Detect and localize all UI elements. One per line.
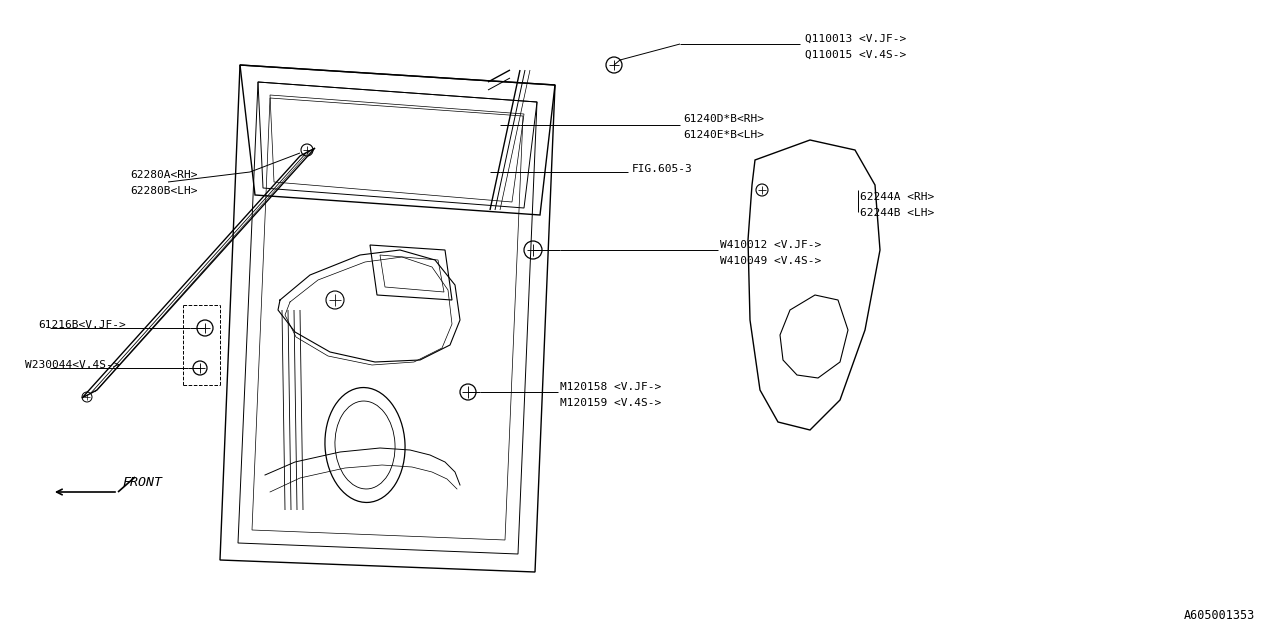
- Text: W410012 <V.JF->: W410012 <V.JF->: [721, 240, 822, 250]
- Text: FIG.605-3: FIG.605-3: [632, 164, 692, 174]
- Text: 61240D*B<RH>: 61240D*B<RH>: [684, 114, 764, 124]
- Text: 62244B <LH>: 62244B <LH>: [860, 208, 934, 218]
- Text: 62280A<RH>: 62280A<RH>: [131, 170, 197, 180]
- Text: FRONT: FRONT: [122, 476, 163, 488]
- Text: 61240E*B<LH>: 61240E*B<LH>: [684, 130, 764, 140]
- Text: Q110013 <V.JF->: Q110013 <V.JF->: [805, 34, 906, 44]
- Text: Q110015 <V.4S->: Q110015 <V.4S->: [805, 50, 906, 60]
- Text: W230044<V.4S->: W230044<V.4S->: [26, 360, 119, 370]
- Text: M120158 <V.JF->: M120158 <V.JF->: [561, 382, 662, 392]
- Text: 62280B<LH>: 62280B<LH>: [131, 186, 197, 196]
- Text: M120159 <V.4S->: M120159 <V.4S->: [561, 398, 662, 408]
- Text: 61216B<V.JF->: 61216B<V.JF->: [38, 320, 125, 330]
- Text: A605001353: A605001353: [1184, 609, 1254, 622]
- Text: W410049 <V.4S->: W410049 <V.4S->: [721, 256, 822, 266]
- Text: 62244A <RH>: 62244A <RH>: [860, 192, 934, 202]
